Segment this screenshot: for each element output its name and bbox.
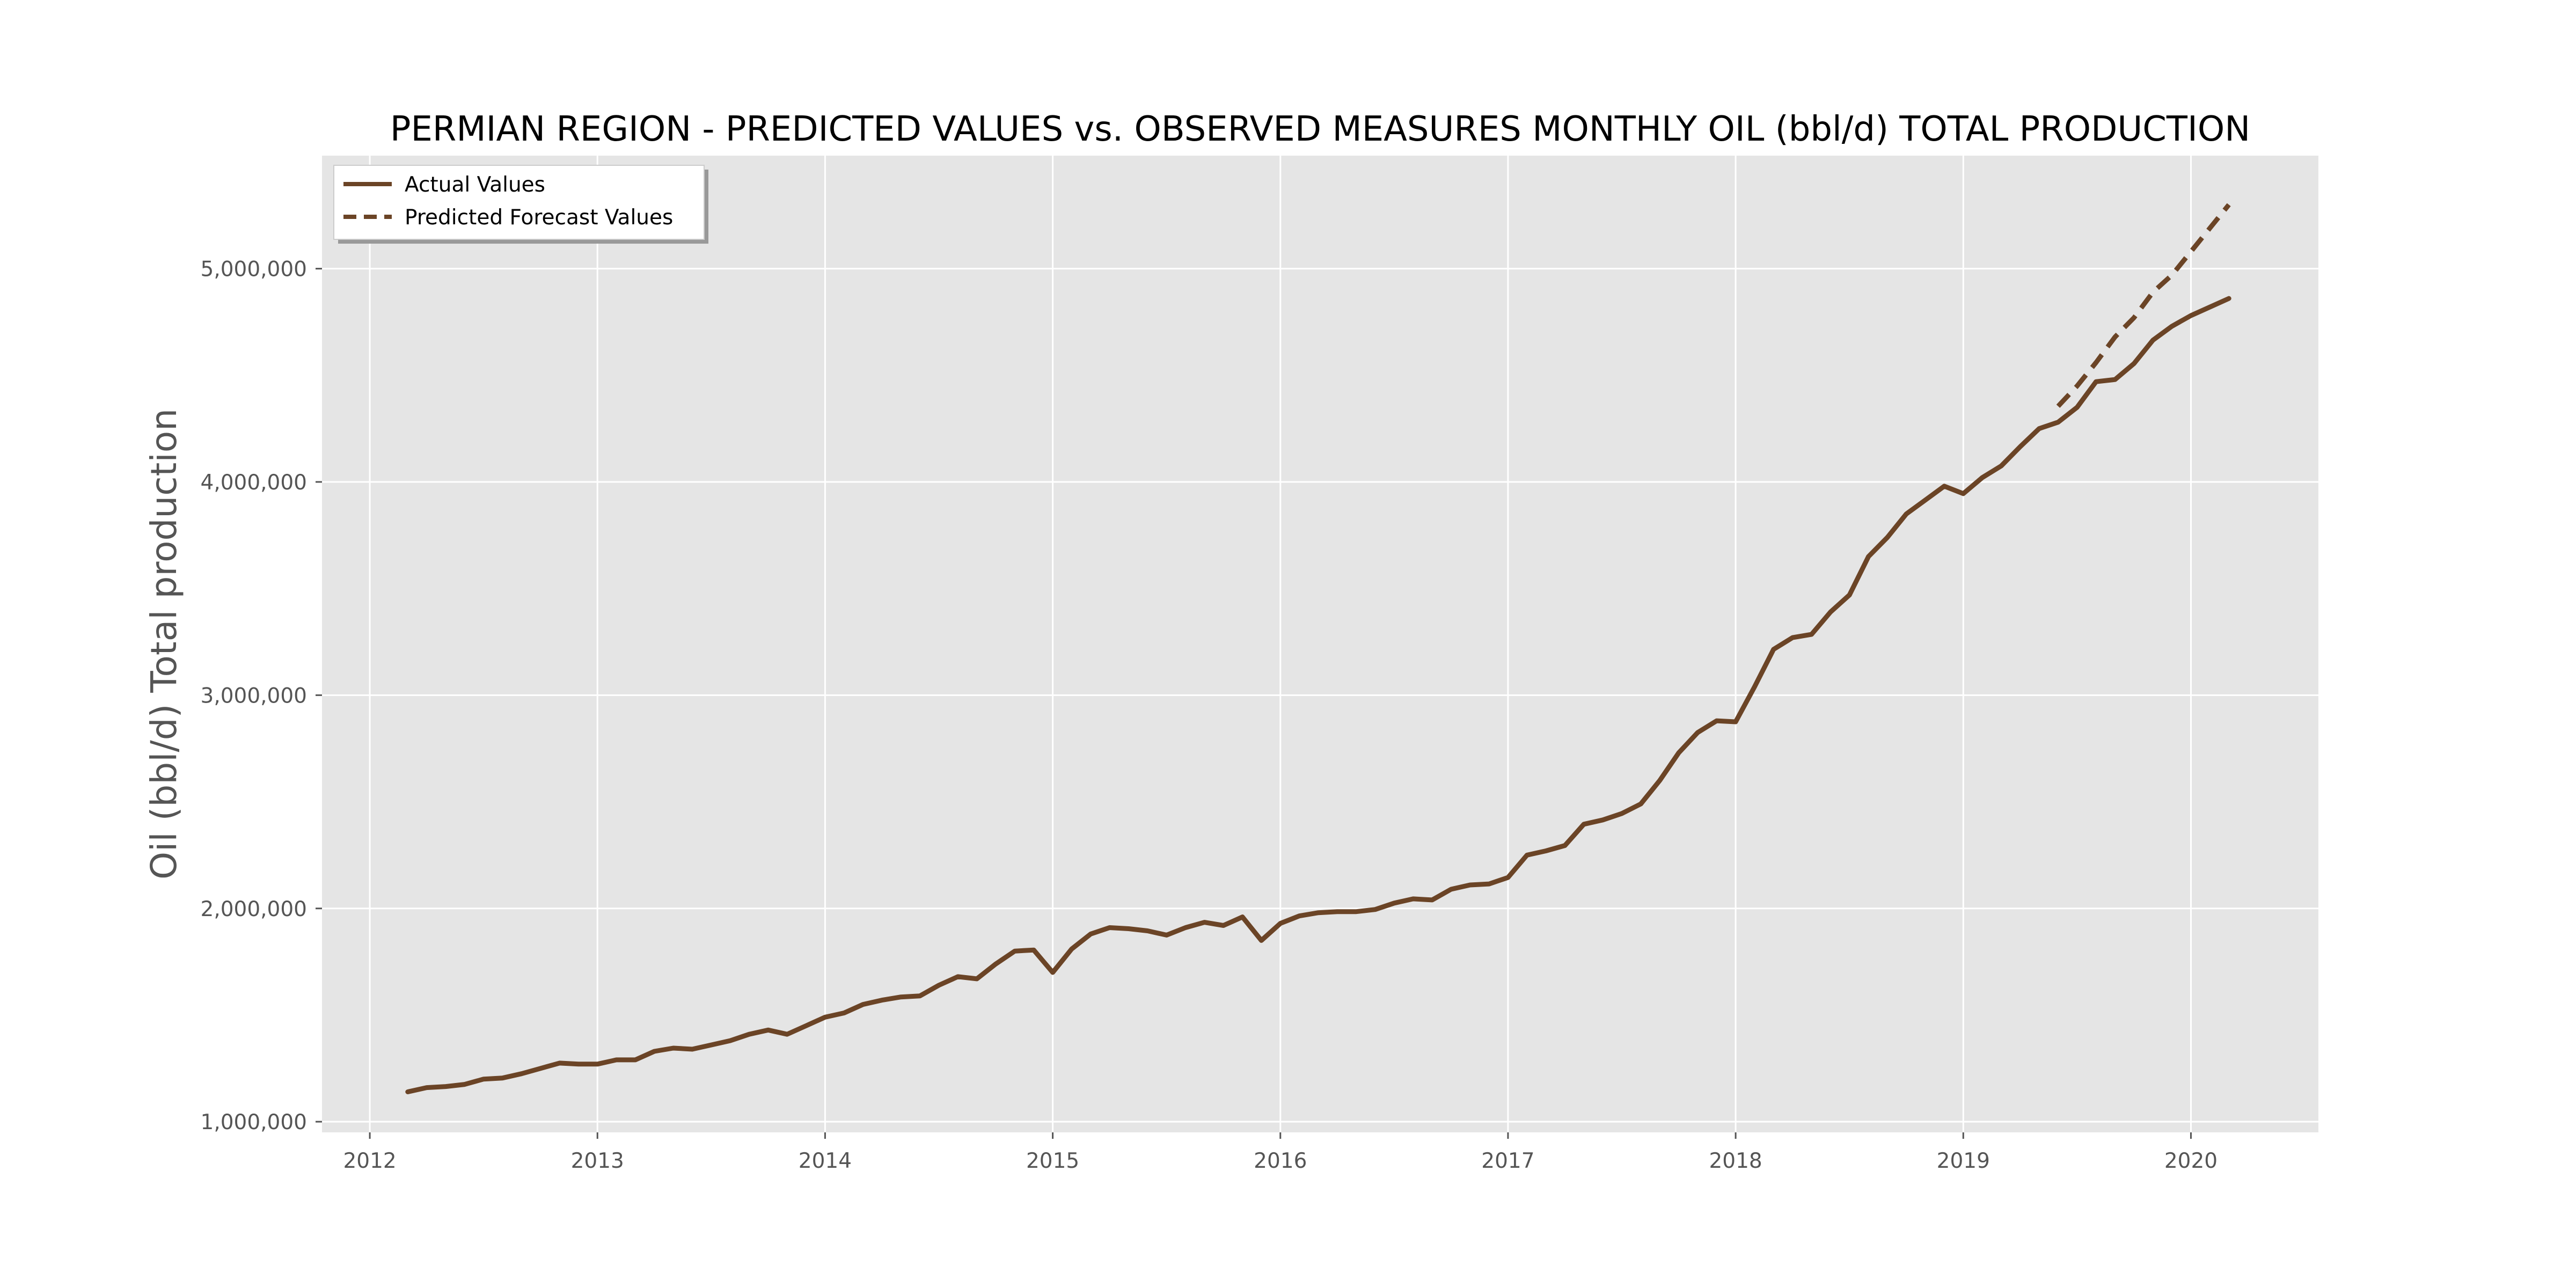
series-line-predicted <box>2056 203 2231 408</box>
series-layer <box>405 203 2231 1094</box>
legend-label-actual: Actual Values <box>405 173 545 197</box>
y-tick-label: 3,000,000 <box>201 684 308 708</box>
y-axis-label: Oil (bbl/d) Total production <box>143 408 185 880</box>
x-tick-label: 2012 <box>343 1149 396 1173</box>
chart-title: PERMIAN REGION - PREDICTED VALUES vs. OB… <box>390 109 2250 149</box>
gridlines <box>322 156 2318 1132</box>
series-line-actual <box>405 296 2231 1094</box>
y-tick-label: 4,000,000 <box>201 471 308 495</box>
legend: Actual Values Predicted Forecast Values <box>333 165 708 244</box>
plot-area <box>322 156 2318 1132</box>
x-tick-label: 2014 <box>799 1149 852 1173</box>
x-tick-label: 2020 <box>2164 1149 2218 1173</box>
x-tick-label: 2018 <box>1709 1149 1762 1173</box>
x-tick-label: 2016 <box>1254 1149 1307 1173</box>
x-tick-label: 2013 <box>571 1149 624 1173</box>
legend-box <box>333 165 705 240</box>
legend-label-predicted: Predicted Forecast Values <box>405 206 673 230</box>
x-tick-label: 2017 <box>1481 1149 1534 1173</box>
x-tick-label: 2019 <box>1937 1149 1990 1173</box>
y-tick-label: 1,000,000 <box>201 1110 308 1135</box>
x-axis: 2012 2013 2014 2015 2016 2017 2018 2019 2020 <box>343 1132 2218 1173</box>
x-tick-label: 2015 <box>1026 1149 1079 1173</box>
y-tick-label: 5,000,000 <box>201 258 308 282</box>
y-tick-label: 2,000,000 <box>201 897 308 921</box>
y-axis: 1,000,000 2,000,000 3,000,000 4,000,000 5,00… <box>201 258 322 1135</box>
